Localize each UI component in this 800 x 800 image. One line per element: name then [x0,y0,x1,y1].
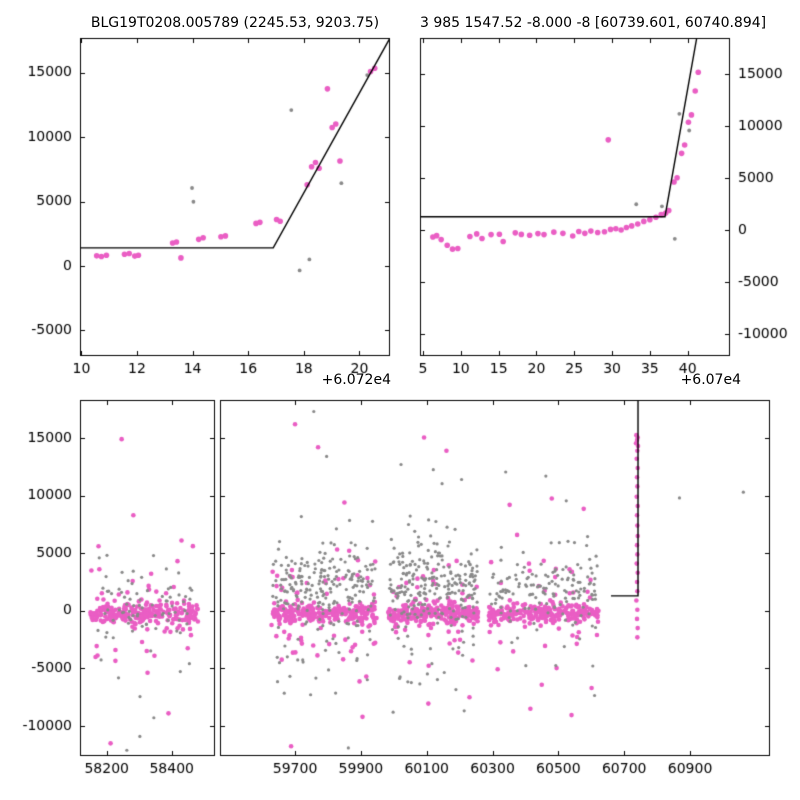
subplot-right-x-axis-offset-label: +6.07e4 [680,372,741,388]
subplot-left-x-axis-offset-label: +6.072e4 [321,372,391,388]
subplot-right-title: 3 985 1547.52 -8.000 -8 [60739.601, 6074… [420,15,767,31]
subplot-left-title: BLG19T0208.005789 (2245.53, 9203.75) [90,15,380,31]
